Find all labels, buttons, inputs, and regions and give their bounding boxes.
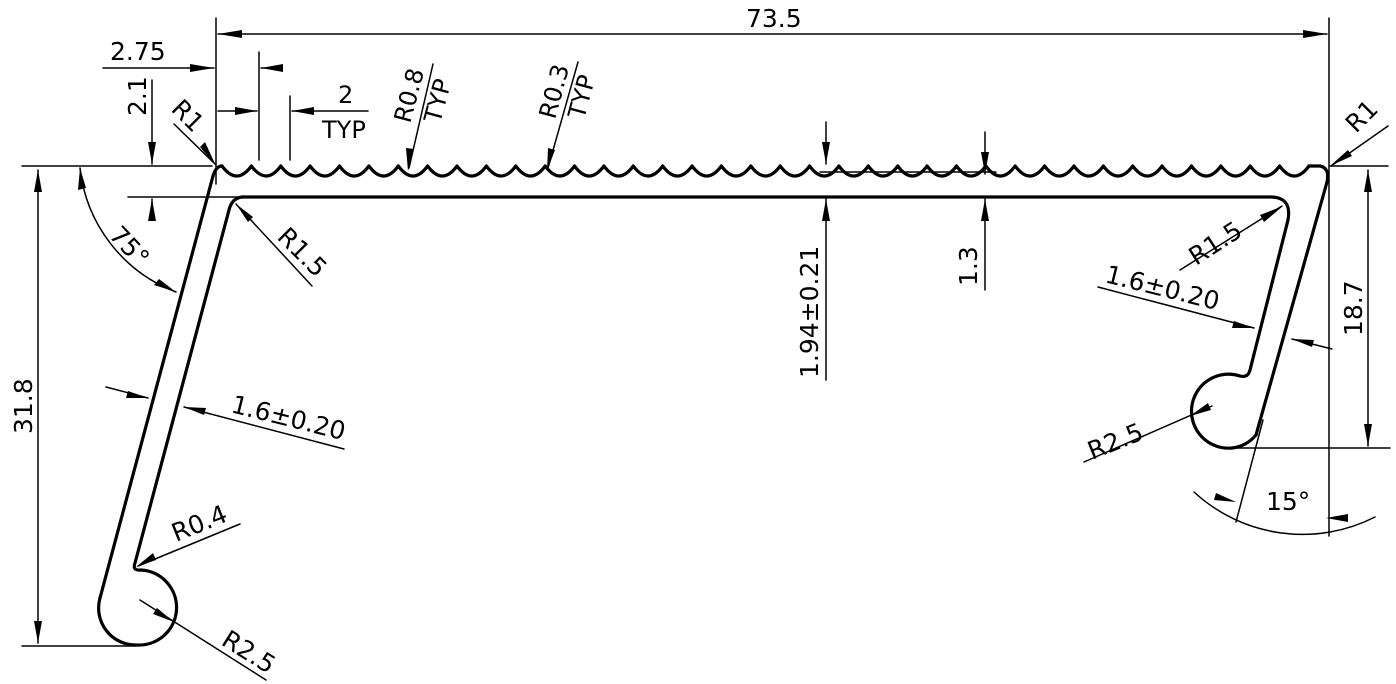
wavy-top-surface — [220, 164, 1311, 178]
label-top-offset: 2.1 — [123, 76, 152, 116]
label-left-offset: 2.75 — [110, 37, 166, 66]
label-thickness-center: 1.94±0.21 — [795, 246, 824, 378]
top-right-corner — [1307, 164, 1330, 184]
label-overall-width: 73.5 — [746, 4, 802, 33]
dimension-labels: 73.5 2.75 2.1 2 TYP R1 R1 R0.8 TYP R0.3 … — [9, 4, 1384, 679]
label-corner-radius-left: R1 — [166, 94, 210, 138]
right-curl — [1189, 372, 1258, 450]
label-wave-pitch: 2 — [338, 81, 353, 109]
label-right-angle: 15° — [1266, 487, 1310, 516]
dimension-lines — [21, 17, 1391, 681]
arrowheads — [34, 30, 1372, 643]
left-leg-outer — [98, 174, 215, 600]
left-curl — [97, 568, 179, 647]
label-corner-radius-right: R1 — [1340, 94, 1384, 138]
inner-top-surface — [240, 195, 1291, 222]
top-left-corner — [211, 164, 224, 178]
label-wave-pitch-note: TYP — [321, 116, 366, 144]
label-inner-radius-right: R1.5 — [1183, 216, 1247, 271]
label-left-angle: 75° — [104, 220, 155, 272]
left-leg-inner — [132, 208, 231, 572]
label-right-height: 18.7 — [1339, 280, 1368, 336]
label-left-curl-radius: R2.5 — [217, 624, 281, 679]
profile-outline — [97, 164, 1330, 647]
right-leg-outer — [1254, 180, 1329, 437]
label-right-wall-thickness: 1.6±0.20 — [1103, 260, 1223, 316]
label-right-curl-radius: R2.5 — [1083, 417, 1147, 465]
label-thickness-min: 1.3 — [954, 246, 983, 286]
label-overall-height: 31.8 — [9, 378, 38, 434]
right-leg-inner — [1238, 218, 1290, 378]
label-left-wall-thickness: 1.6±0.20 — [229, 390, 349, 446]
